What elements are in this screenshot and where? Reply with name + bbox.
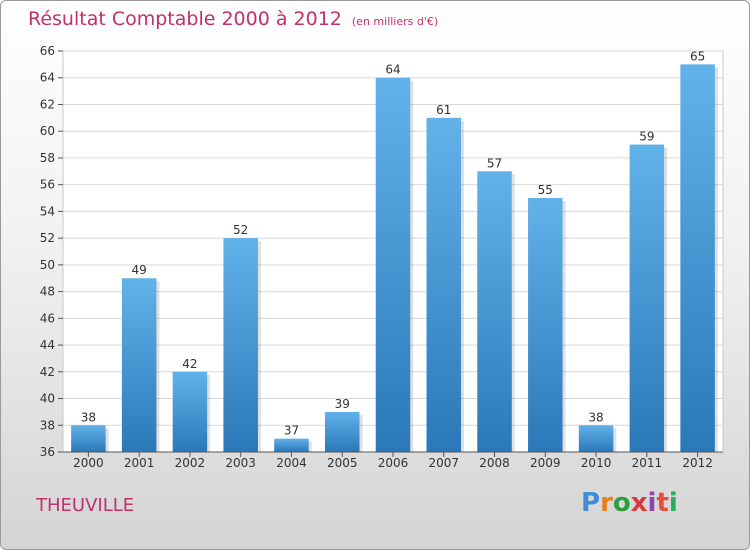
chart-title: Résultat Comptable 2000 à 2012 (en millie…	[28, 8, 438, 30]
bar[interactable]	[223, 238, 258, 452]
bar[interactable]	[324, 411, 360, 452]
x-tick-label: 2002	[175, 456, 206, 470]
bars: 38 49 42 52 37 39 64 61 57 55 38 59 65	[71, 49, 718, 453]
bar-value-label: 42	[182, 357, 197, 371]
y-tick-label: 38	[40, 418, 55, 432]
y-tick-label: 60	[40, 124, 55, 138]
x-tick-label: 2009	[530, 456, 561, 470]
bar-shadow	[613, 428, 617, 452]
x-tick-label: 2005	[327, 456, 358, 470]
y-tick-label: 66	[40, 44, 55, 58]
proxiti-logo[interactable]: Proxiti	[581, 488, 678, 518]
bar-value-label: 65	[690, 49, 705, 63]
bar-value-label: 49	[132, 263, 147, 277]
bar-value-label: 55	[538, 183, 553, 197]
bar[interactable]	[172, 371, 208, 452]
bar-value-label: 57	[487, 156, 502, 170]
y-tick-label: 46	[40, 311, 55, 325]
bar-shadow	[461, 120, 465, 452]
bar[interactable]	[477, 171, 512, 453]
y-tick-label: 52	[40, 231, 55, 245]
bar-shadow	[207, 374, 211, 452]
logo-letter: i	[647, 488, 657, 518]
bar-shadow	[410, 80, 414, 452]
bar[interactable]	[680, 64, 715, 452]
logo-letter: o	[612, 488, 631, 518]
bar[interactable]	[578, 425, 614, 452]
x-tick-label: 2001	[124, 456, 155, 470]
bar[interactable]	[375, 77, 411, 452]
x-tick-label: 2006	[378, 456, 409, 470]
bar-value-label: 64	[385, 63, 400, 77]
bar-shadow	[359, 414, 363, 452]
bar-shadow	[308, 441, 312, 452]
logo-letter: t	[656, 488, 669, 518]
y-tick-label: 56	[40, 178, 55, 192]
logo-letter: P	[581, 488, 601, 518]
title-text: Résultat Comptable 2000 à 2012	[28, 8, 342, 30]
y-tick-label: 50	[40, 258, 55, 272]
bar-shadow	[105, 428, 109, 452]
x-tick-label: 2012	[682, 456, 713, 470]
y-tick-label: 40	[40, 392, 55, 406]
bar-shadow	[156, 281, 160, 452]
bar-value-label: 61	[436, 103, 451, 117]
y-tick-label: 54	[40, 204, 55, 218]
bar-value-label: 37	[284, 424, 299, 438]
x-tick-label: 2008	[479, 456, 510, 470]
y-tick-label: 36	[40, 445, 55, 459]
bar-value-label: 38	[81, 410, 96, 424]
x-tick-label: 2007	[428, 456, 459, 470]
y-tick-label: 44	[40, 338, 55, 352]
bar[interactable]	[629, 144, 665, 453]
bar[interactable]	[528, 198, 563, 452]
y-tick-label: 64	[40, 71, 55, 85]
y-tick-label: 42	[40, 365, 55, 379]
x-tick-label: 2010	[581, 456, 612, 470]
y-tick-label: 62	[40, 97, 55, 111]
y-tick-label: 48	[40, 285, 55, 299]
bar[interactable]	[121, 278, 157, 452]
logo-letter: i	[668, 488, 678, 518]
bar[interactable]	[274, 438, 309, 452]
bar[interactable]	[426, 117, 462, 452]
x-axis: 2000 2001 2002 2003 2004 2005 2006 2007 2008 2009…	[63, 451, 723, 470]
x-tick-label: 2011	[632, 456, 663, 470]
bar-value-label: 39	[335, 397, 350, 411]
bar-shadow	[664, 147, 668, 453]
location-name: THEUVILLE	[36, 495, 135, 516]
bar-shadow	[714, 67, 718, 452]
bar-shadow	[257, 241, 261, 452]
x-tick-label: 2003	[225, 456, 256, 470]
bar-value-label: 59	[639, 130, 654, 144]
x-tick-label: 2004	[276, 456, 307, 470]
bar[interactable]	[71, 425, 106, 452]
bar-shadow	[511, 174, 515, 453]
bar-shadow	[562, 201, 566, 452]
y-axis: 36 38 40 42 44 46 48 50 52 54 56 58 60 62 64 66	[40, 44, 63, 459]
title-unit: (en milliers d'€)	[351, 15, 439, 28]
logo-letter: r	[600, 488, 613, 518]
bar-value-label: 38	[588, 410, 603, 424]
x-tick-label: 2000	[73, 456, 104, 470]
bar-value-label: 52	[233, 223, 248, 237]
logo-letter: x	[630, 488, 648, 518]
y-tick-label: 58	[40, 151, 55, 165]
